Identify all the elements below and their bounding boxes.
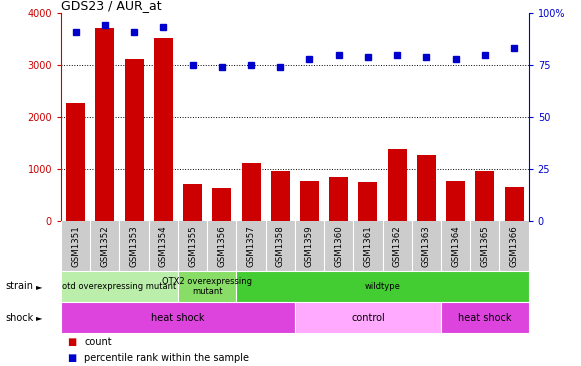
Bar (95, 29, 114, 221)
Text: ►: ► (36, 313, 43, 322)
Text: control: control (351, 313, 385, 322)
Text: GSM1355: GSM1355 (188, 225, 197, 267)
Bar (504, 187, 523, 221)
Bar (183, 184, 202, 221)
Bar (178, 271, 236, 302)
Bar (417, 155, 436, 221)
Text: count: count (84, 337, 112, 347)
Bar (154, 38, 173, 221)
Text: GSM1363: GSM1363 (422, 225, 431, 267)
Bar (475, 171, 494, 221)
Text: GSM1352: GSM1352 (101, 225, 109, 267)
Text: heat shock: heat shock (151, 313, 205, 322)
Bar (124, 59, 144, 221)
Text: GSM1354: GSM1354 (159, 225, 168, 267)
Bar (358, 182, 378, 221)
Text: GSM1359: GSM1359 (305, 225, 314, 267)
Bar (329, 177, 348, 221)
Bar (441, 302, 529, 333)
Bar (271, 171, 290, 221)
Text: GSM1364: GSM1364 (451, 225, 460, 267)
Bar (446, 181, 465, 221)
Text: ►: ► (36, 282, 43, 291)
Bar (66, 102, 85, 221)
Bar (300, 181, 319, 221)
Text: percentile rank within the sample: percentile rank within the sample (84, 353, 249, 363)
Bar (236, 271, 529, 302)
Text: otd overexpressing mutant: otd overexpressing mutant (62, 282, 177, 291)
Bar (61, 302, 295, 333)
Text: GSM1361: GSM1361 (364, 225, 372, 267)
Text: GSM1353: GSM1353 (130, 225, 139, 267)
Text: shock: shock (6, 313, 34, 322)
Bar (212, 187, 231, 221)
Bar (242, 163, 260, 221)
Text: GSM1360: GSM1360 (334, 225, 343, 267)
Text: GSM1362: GSM1362 (393, 225, 401, 267)
Bar (61, 271, 178, 302)
Text: wildtype: wildtype (365, 282, 400, 291)
Text: strain: strain (6, 281, 34, 291)
Bar (388, 149, 407, 221)
Text: GSM1358: GSM1358 (276, 225, 285, 267)
Text: GSM1357: GSM1357 (246, 225, 256, 267)
Text: ■: ■ (67, 337, 76, 347)
Text: GDS23 / AUR_at: GDS23 / AUR_at (61, 0, 162, 12)
Text: GSM1356: GSM1356 (217, 225, 226, 267)
Text: GSM1351: GSM1351 (71, 225, 80, 267)
Text: ■: ■ (67, 353, 76, 363)
Text: heat shock: heat shock (458, 313, 512, 322)
Bar (295, 302, 441, 333)
Text: GSM1365: GSM1365 (480, 225, 489, 267)
Text: GSM1366: GSM1366 (510, 225, 519, 267)
Text: OTX2 overexpressing
mutant: OTX2 overexpressing mutant (162, 277, 252, 296)
